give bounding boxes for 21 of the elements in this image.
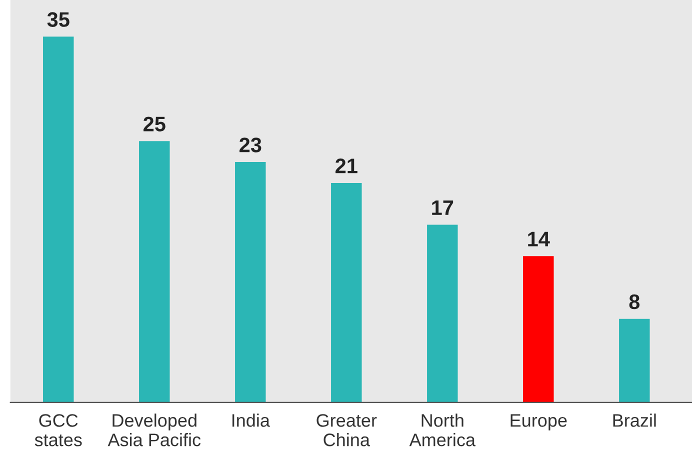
bar — [235, 162, 266, 402]
bar — [523, 256, 554, 402]
bar — [427, 224, 458, 402]
data-label: 21 — [336, 158, 358, 174]
data-label: 23 — [240, 138, 262, 152]
x-tick-label: Europe — [510, 414, 567, 430]
bar — [619, 318, 650, 402]
bar — [43, 36, 74, 402]
x-tick-label: GCC states — [34, 414, 82, 446]
x-tick-label: Developed Asia Pacific — [108, 414, 201, 446]
data-label: 14 — [528, 232, 550, 246]
x-tick-label: North America — [409, 414, 476, 446]
x-tick-label: India — [232, 414, 270, 427]
data-label: 8 — [629, 294, 640, 310]
data-label: 25 — [144, 116, 166, 132]
bar — [139, 141, 170, 402]
x-tick-label: Brazil — [613, 414, 656, 427]
data-label: 17 — [432, 200, 454, 215]
x-tick-label: Greater China — [316, 414, 377, 446]
bar — [331, 182, 362, 402]
data-label: 35 — [47, 12, 70, 27]
